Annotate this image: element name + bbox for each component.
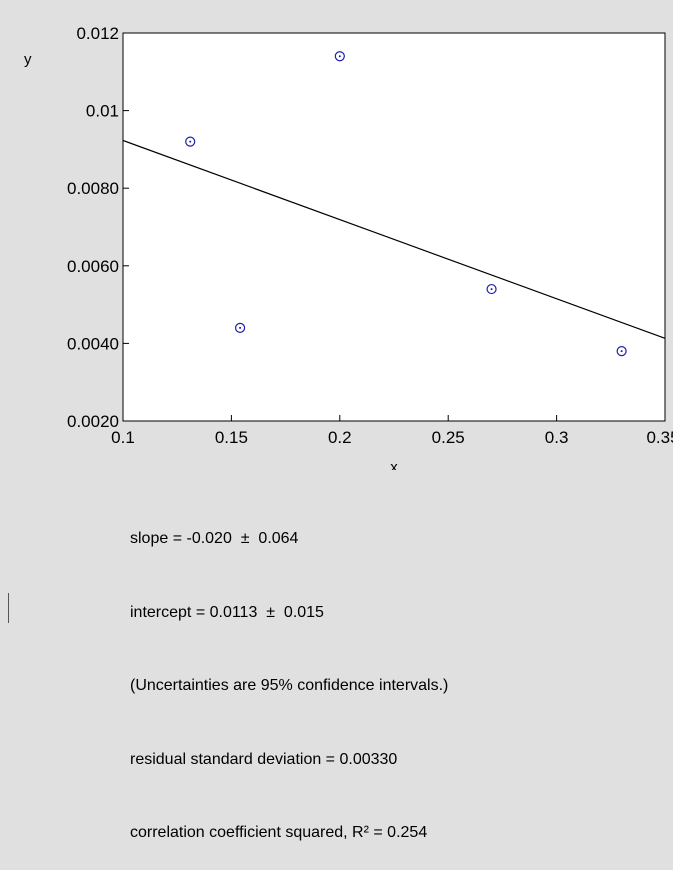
divider-mark: [8, 593, 9, 623]
x-tick-label: 0.35: [646, 428, 673, 447]
y-tick-label: 0.01: [86, 102, 119, 121]
data-point: [234, 322, 246, 333]
y-tick-label: 0.0040: [67, 334, 119, 353]
x-axis-ticks: 0.1 0.15 0.2 0.25 0.3 0.35: [111, 415, 673, 447]
y-axis-label: y: [24, 51, 32, 68]
fit-line: [122, 139, 666, 339]
regression-stats: slope = -0.020 ± 0.064 intercept = 0.011…: [130, 478, 448, 870]
y-tick-label: 0.0080: [67, 179, 119, 198]
y-tick-label: 0.012: [76, 24, 119, 43]
x-tick-label: 0.3: [545, 428, 569, 447]
data-point: [185, 136, 196, 147]
x-tick-label: 0.2: [328, 428, 352, 447]
slope-text: slope = -0.020 ± 0.064: [130, 530, 299, 547]
x-axis-label: x: [390, 459, 398, 470]
r-squared-text: correlation coefficient squared, R² = 0.…: [130, 824, 428, 841]
intercept-text: intercept = 0.0113 ± 0.015: [130, 603, 324, 621]
y-tick-label: 0.0060: [67, 257, 119, 276]
y-axis-ticks: 0.0020 0.0040 0.0060 0.0080 0.01 0.012: [67, 24, 129, 431]
data-point: [616, 346, 627, 357]
data-point: [486, 283, 497, 295]
data-points: [185, 51, 627, 357]
scatter-chart: 0.1 0.15 0.2 0.25 0.3 0.35 0.0020 0.0040 0.0060…: [24, 24, 673, 470]
y-tick-label: 0.0020: [67, 412, 119, 431]
x-tick-label: 0.25: [432, 428, 465, 447]
uncertainty-note: (Uncertainties are 95% confidence interv…: [130, 677, 449, 694]
plot-area: [122, 32, 666, 422]
x-tick-label: 0.1: [111, 428, 135, 447]
residual-text: residual standard deviation = 0.00330: [130, 750, 398, 768]
data-point: [334, 51, 345, 62]
x-tick-label: 0.15: [215, 428, 248, 447]
